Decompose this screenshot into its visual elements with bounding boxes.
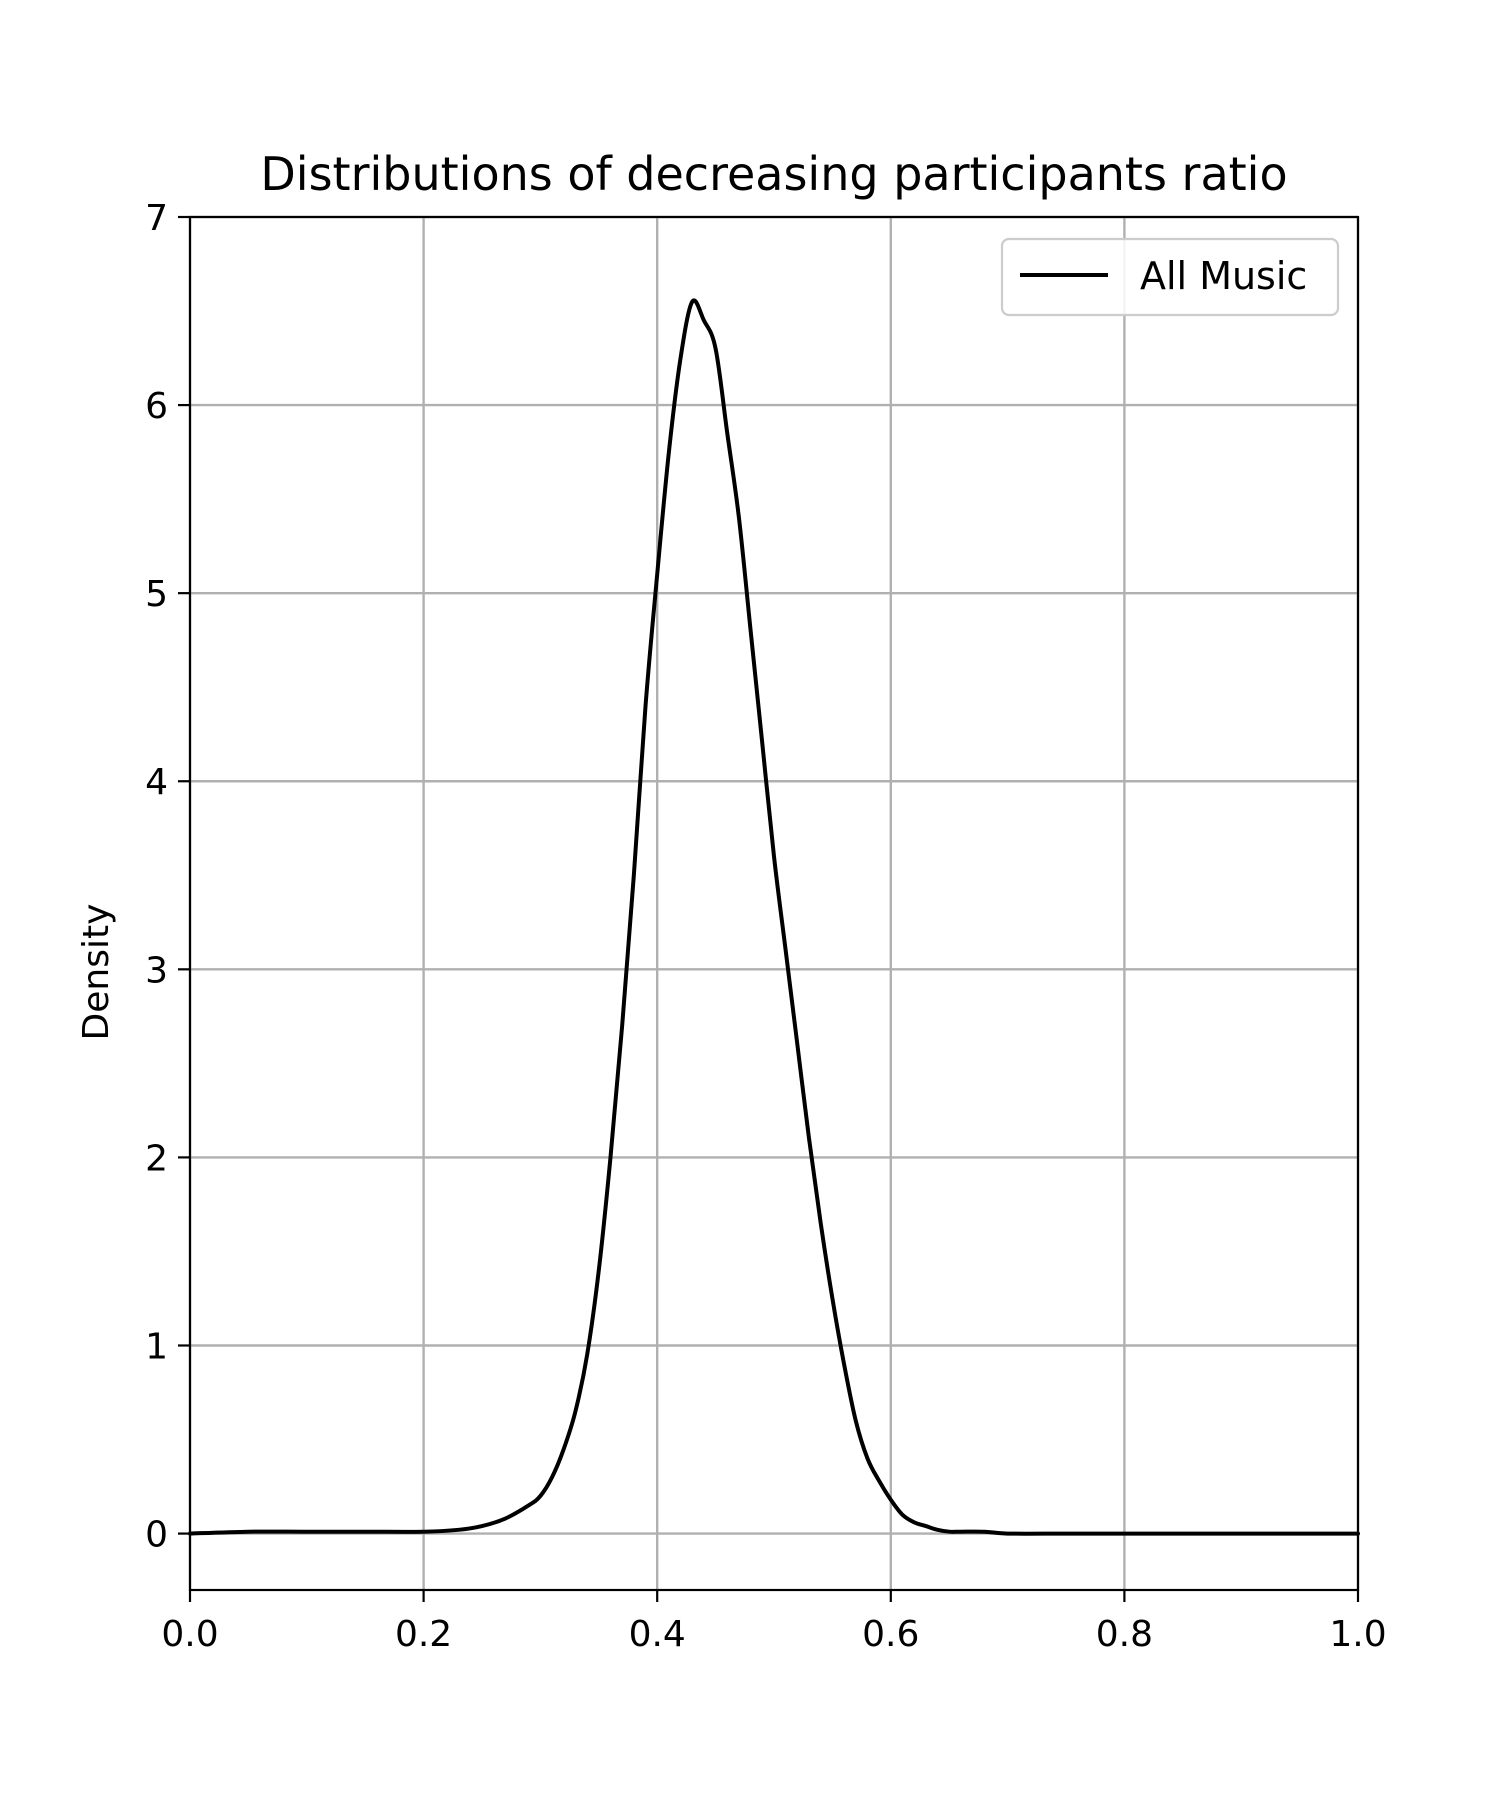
x-axis-ticks: 0.0 0.2 0.4 0.6 0.8 1.0 (161, 1590, 1387, 1655)
legend: All Music (1000, 237, 1340, 317)
x-tick-label: 0.8 (1096, 1614, 1153, 1655)
y-tick-label: 5 (145, 574, 168, 615)
x-tick-label: 1.0 (1329, 1614, 1386, 1655)
chart-title: Distributions of decreasing participants… (260, 147, 1287, 201)
series-line-all-music (188, 298, 1360, 1536)
y-tick-label: 3 (145, 950, 168, 991)
y-tick-label: 1 (145, 1326, 168, 1367)
y-tick-label: 2 (145, 1138, 168, 1179)
series-lines (188, 298, 1360, 1536)
plot-area-frame (188, 215, 1360, 1592)
y-axis-ticks: 0 1 2 3 4 5 6 7 (145, 198, 190, 1556)
x-tick-label: 0.6 (862, 1614, 919, 1655)
y-tick-label: 7 (145, 198, 168, 239)
legend-frame (1000, 237, 1340, 317)
y-tick-label: 6 (145, 386, 168, 427)
legend-label-all-music: All Music (1140, 254, 1307, 298)
y-tick-label: 0 (145, 1515, 168, 1556)
y-axis-label: Density (76, 904, 117, 1041)
x-tick-label: 0.2 (395, 1614, 452, 1655)
y-tick-label: 4 (145, 762, 168, 803)
x-tick-label: 0.0 (161, 1614, 218, 1655)
axes-spines (188, 215, 1360, 1592)
x-tick-label: 0.4 (629, 1614, 686, 1655)
